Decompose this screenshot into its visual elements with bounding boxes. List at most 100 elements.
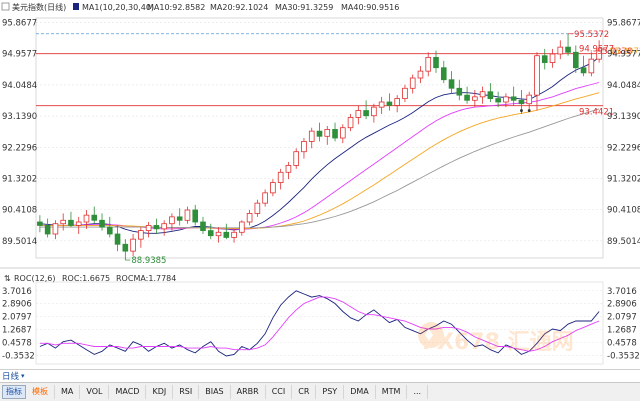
candle-body [223, 231, 230, 238]
ma30-label: MA30:91.3259 [275, 3, 333, 12]
candle-body [153, 225, 160, 230]
roc-y-tick-label: -0.3532 [2, 351, 35, 361]
tab-ma[interactable]: MA [55, 385, 81, 399]
roc-y-tick-label: 0.4578 [2, 338, 32, 348]
candle-body [409, 77, 416, 89]
candle [526, 91, 533, 111]
candle [440, 60, 447, 84]
candle-body [347, 117, 354, 129]
candle-body [448, 79, 455, 89]
roc-sort-icon[interactable]: ⇅ [4, 274, 11, 283]
indicator-mode-label[interactable]: 指标 [2, 385, 26, 399]
candle-body [176, 216, 183, 221]
indicator-tab-bar: 指标 模板 MA VOL MACD KDJ RSI BIAS ARBR CCI … [0, 382, 640, 401]
candle-body [339, 127, 346, 139]
candle-body [495, 98, 501, 103]
candle [472, 90, 478, 108]
candle-body [596, 50, 602, 60]
high-value-label: 95.5372 [574, 30, 609, 40]
y-tick-label: 92.2296 [2, 143, 37, 153]
y-tick-label: 94.0484 [2, 81, 37, 91]
candle-body [534, 55, 540, 96]
candle-body [99, 219, 105, 228]
timeframe-label: 日线 [2, 372, 20, 382]
candle [192, 204, 199, 226]
candle-body [215, 231, 222, 237]
ma40-line [39, 108, 600, 229]
candle-body [503, 96, 509, 103]
roc-y-tick-label: 2.8906 [607, 300, 637, 310]
y-tick-label: 91.3202 [607, 174, 640, 184]
candle-body [363, 110, 369, 117]
tab-dma[interactable]: DMA [344, 385, 376, 399]
candle-body [246, 213, 253, 223]
ma20-label: MA20:92.1024 [210, 3, 268, 12]
ma30-line [39, 92, 600, 229]
roc-y-axis-right: 3.7016 2.8906 2.0797 1.2687 0.4578 -0.3532 [607, 287, 640, 362]
collapse-icon[interactable] [1, 2, 10, 11]
candle [153, 218, 160, 234]
candle-body [378, 101, 385, 108]
tab-mtm[interactable]: MTM [376, 385, 408, 399]
tab-template[interactable]: 模板 [26, 385, 55, 399]
timeframe-button[interactable]: 日线 ▾ [2, 370, 25, 382]
candle-body [60, 219, 66, 225]
y-tick-label: 93.1390 [607, 112, 640, 122]
candle-body [169, 216, 175, 225]
candle-body [301, 141, 307, 153]
candle [200, 216, 206, 234]
candle-body [394, 98, 400, 106]
candle-body [472, 96, 478, 101]
candle [541, 48, 548, 70]
candle [106, 216, 113, 238]
candle [565, 33, 571, 56]
candle-body [270, 182, 276, 194]
candle [534, 52, 540, 111]
roc-y-tick-label: 0.4578 [607, 338, 637, 348]
candle-body [324, 129, 331, 137]
candle [231, 228, 237, 243]
candle-body [433, 57, 439, 69]
tab-cci[interactable]: CCI [266, 385, 293, 399]
tab-arbr[interactable]: ARBR [231, 385, 266, 399]
candle [495, 91, 501, 108]
candle [339, 124, 346, 144]
tab-rsi[interactable]: RSI [173, 385, 200, 399]
tab-bias[interactable]: BIAS [199, 385, 231, 399]
candle-body [402, 87, 408, 99]
tab-vol[interactable]: VOL [80, 385, 110, 399]
candle [316, 122, 323, 142]
candle [456, 79, 463, 101]
candle [347, 114, 354, 132]
time-axis-row: 日线 ▾ [0, 369, 640, 382]
tab-macd[interactable]: MACD [109, 385, 147, 399]
candle [580, 55, 587, 77]
chevron-down-icon: ▾ [21, 372, 25, 380]
tab-more[interactable]: ... [407, 385, 429, 399]
roc-y-tick-label: 2.8906 [2, 300, 32, 310]
candle-body [557, 46, 564, 55]
candle-body [254, 202, 261, 214]
candle [161, 220, 167, 236]
main-plot-frame [35, 17, 604, 259]
candle-body [580, 67, 587, 74]
candle [114, 225, 121, 252]
tab-psy[interactable]: PSY [316, 385, 345, 399]
rocma-line [39, 296, 600, 352]
ma-marker-icon [73, 3, 79, 10]
chart-title: 美元指数(日线) [12, 2, 66, 12]
tab-kdj[interactable]: KDJ [146, 385, 174, 399]
candle [394, 95, 400, 113]
candle [409, 74, 416, 94]
current-price-label: 95.2972 [609, 47, 640, 57]
candle-body [285, 165, 292, 173]
tab-cr[interactable]: CR [292, 385, 317, 399]
candle-body [549, 53, 556, 63]
candle-body [425, 57, 432, 72]
candle-body [130, 238, 136, 252]
watermark-logo-icon [418, 322, 444, 348]
candle [425, 52, 432, 77]
candle-body [487, 91, 494, 99]
